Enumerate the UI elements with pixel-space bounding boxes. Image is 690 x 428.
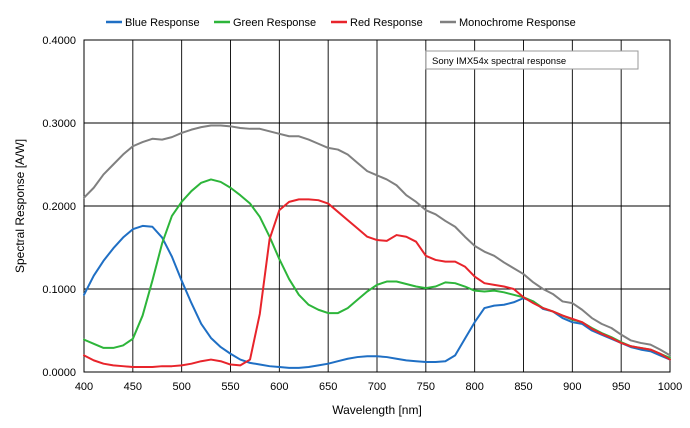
monochrome-response-line xyxy=(83,124,671,357)
green-response-legend-label: Green Response xyxy=(233,17,316,29)
x-tick-label: 450 xyxy=(124,381,142,393)
x-tick-label: 900 xyxy=(563,381,581,393)
blue-response-line xyxy=(83,224,671,369)
x-tick-label: 400 xyxy=(75,381,93,393)
x-tick-label: 550 xyxy=(221,381,239,393)
plot-area-frame xyxy=(83,39,671,373)
x-tick-label: 650 xyxy=(319,381,337,393)
y-tick-label: 0.4000 xyxy=(42,35,76,47)
x-tick-label: 850 xyxy=(514,381,532,393)
x-tick-label: 700 xyxy=(368,381,386,393)
annotation-label: Sony IMX54x spectral response xyxy=(432,56,566,67)
red-response-legend-label: Red Response xyxy=(350,17,423,29)
blue-response-legend-label: Blue Response xyxy=(125,17,200,29)
y-tick-label: 0.2000 xyxy=(42,201,76,213)
y-tick-label: 0.3000 xyxy=(42,118,76,130)
annotation-box: Sony IMX54x spectral response xyxy=(425,50,639,70)
legend: Blue Response Green Response Red Response M… xyxy=(106,17,576,29)
annotation-frame xyxy=(425,50,639,70)
y-axis-tick-labels: 0.0000 0.1000 0.2000 0.3000 0.4000 xyxy=(42,35,76,379)
x-tick-label: 500 xyxy=(172,381,190,393)
x-tick-label: 800 xyxy=(465,381,483,393)
x-tick-label: 1000 xyxy=(658,381,682,393)
x-axis-title: Wavelength [nm] xyxy=(332,403,422,417)
x-axis-tick-labels: 400 450 500 550 600 650 700 750 800 850 900 950 1000 xyxy=(75,381,682,393)
x-tick-label: 600 xyxy=(270,381,288,393)
x-tick-label: 750 xyxy=(417,381,435,393)
y-tick-label: 0.1000 xyxy=(42,284,76,296)
x-tick-label: 950 xyxy=(612,381,630,393)
monochrome-response-legend-label: Monochrome Response xyxy=(459,17,576,29)
red-response-line xyxy=(83,198,671,369)
y-tick-label: 0.0000 xyxy=(42,367,76,379)
series-lines xyxy=(83,124,671,369)
y-axis-title: Spectral Response [A/W] xyxy=(13,139,27,273)
